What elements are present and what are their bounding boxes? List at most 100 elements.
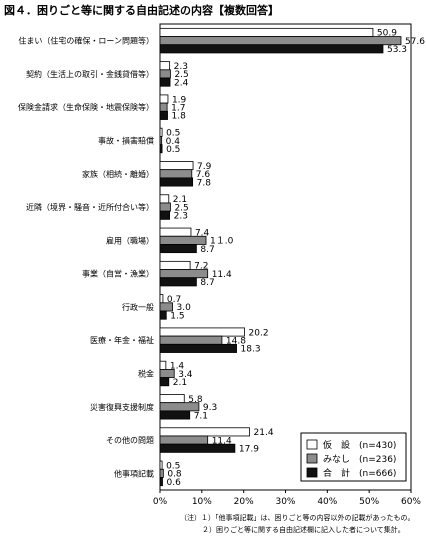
bar — [159, 161, 194, 171]
category-label: 医療・年金・福祉 — [90, 335, 154, 345]
bar — [159, 394, 185, 404]
x-tick-label: 20% — [234, 497, 254, 507]
bar — [159, 27, 374, 37]
bar — [159, 477, 163, 487]
x-tick-label: 10% — [192, 497, 212, 507]
bar — [159, 435, 209, 445]
data-label: 2.3 — [174, 62, 188, 72]
legend-label: みなし (n=236) — [323, 454, 396, 465]
data-label: 9.3 — [203, 403, 217, 413]
data-label: 0.4 — [166, 137, 181, 147]
bar — [159, 377, 170, 387]
bar — [159, 127, 163, 137]
legend-swatch — [306, 439, 318, 450]
note-1: （注）１）「他事項記載」は、困りごと等の内容以外の記載があったもの。 — [180, 514, 415, 522]
data-label: 0.7 — [167, 295, 181, 305]
bar — [159, 235, 207, 245]
bar — [159, 443, 236, 453]
data-label: 0.5 — [166, 129, 180, 139]
bar — [159, 427, 250, 437]
bar — [159, 460, 163, 470]
category-label: 災害復興支援制度 — [90, 402, 154, 412]
data-label: 7.2 — [194, 262, 208, 272]
bar — [159, 110, 168, 120]
data-label: 50.9 — [377, 29, 397, 39]
bar — [159, 244, 197, 254]
data-label: 2.5 — [174, 70, 188, 80]
bar — [159, 260, 191, 270]
data-label: 7.9 — [197, 162, 212, 172]
data-label: 8.7 — [200, 245, 214, 255]
bar — [159, 169, 193, 179]
bar — [159, 410, 191, 420]
data-label: 18.3 — [241, 345, 261, 355]
data-label: 21.4 — [254, 428, 274, 438]
note-2: ２）困りごと等に関する自由記述欄に記入した者について集計。 — [202, 526, 405, 534]
bar — [159, 360, 167, 370]
data-label: 2.5 — [174, 203, 188, 213]
x-tick-label: 0% — [153, 497, 168, 507]
bar — [159, 94, 169, 104]
bar — [159, 368, 175, 378]
category-label: 事故・損害賠償 — [98, 136, 154, 146]
data-label: 0.5 — [166, 461, 180, 471]
bar — [159, 302, 173, 312]
legend-swatch — [306, 467, 318, 478]
bar — [159, 144, 163, 154]
bar — [159, 177, 194, 187]
bar — [159, 69, 171, 79]
legend-box — [300, 432, 407, 482]
bar — [159, 277, 197, 287]
x-tick-label: 30% — [275, 497, 295, 507]
data-label: 17.9 — [239, 445, 259, 455]
data-label: 2.4 — [174, 78, 189, 88]
bar — [159, 210, 171, 220]
data-label: 1１.0 — [210, 237, 234, 247]
bar — [159, 36, 402, 46]
category-label: その他の問題 — [106, 435, 154, 445]
data-label: 3.4 — [178, 370, 193, 380]
data-label: 1.8 — [172, 112, 187, 122]
bar — [159, 294, 164, 304]
bar — [159, 61, 171, 71]
category-label: 保険金請求（生命保険・地震保険等） — [18, 102, 154, 112]
bar — [159, 227, 192, 237]
legend-label: 仮 設 (n=430) — [323, 439, 396, 451]
data-label: 5.8 — [188, 395, 203, 405]
legend-swatch — [306, 453, 318, 464]
bar — [159, 202, 171, 212]
category-label: 家族（相続・離婚） — [82, 169, 154, 179]
data-label: 2.3 — [174, 212, 188, 222]
category-label: 近隣（境界・騒音・近所付合い等） — [26, 202, 154, 212]
data-label: 7.4 — [195, 228, 210, 238]
chart-notes: （注）１）「他事項記載」は、困りごと等の内容以外の記載があったもの。 ２）困りご… — [180, 512, 415, 536]
data-label: 7.6 — [196, 170, 211, 180]
category-label: 住まい（住宅の確保・ローン問題等） — [18, 36, 154, 46]
bar — [159, 327, 245, 337]
chart-title: 図４．困りごと等に関する自由記述の内容【複数回答】 — [4, 4, 279, 17]
data-label: 3.0 — [177, 303, 192, 313]
data-label: 2.1 — [173, 378, 187, 388]
category-label: 他事項記載 — [114, 468, 154, 478]
bar — [159, 335, 223, 345]
bar — [159, 402, 200, 412]
data-label: 0.6 — [167, 478, 182, 488]
data-label: 14.8 — [226, 337, 246, 347]
bar — [159, 77, 171, 87]
x-tick-label: 50% — [359, 497, 379, 507]
category-label: 行政一般 — [122, 302, 154, 312]
data-label: 1.7 — [171, 104, 185, 114]
data-label: 2.1 — [173, 195, 187, 205]
data-label: 7.8 — [197, 178, 212, 188]
x-tick-label: 40% — [317, 497, 337, 507]
category-label: 税金 — [138, 369, 154, 379]
data-label: 57.6 — [405, 37, 425, 47]
data-label: 1.5 — [170, 311, 184, 321]
data-label: 8.7 — [200, 278, 214, 288]
x-tick-label: 60% — [401, 497, 421, 507]
data-label: 0.5 — [166, 145, 180, 155]
bar — [159, 468, 164, 478]
legend-label: 合 計 (n=666) — [323, 467, 396, 479]
data-label: 11.4 — [212, 270, 232, 280]
category-label: 事業（自営・漁業） — [82, 269, 154, 279]
